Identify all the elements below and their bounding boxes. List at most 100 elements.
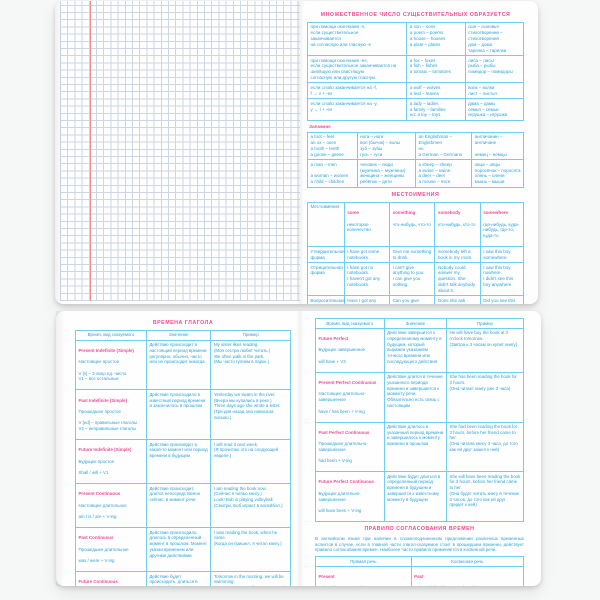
example-cell: I have got some notebooks. — [343, 246, 391, 264]
meaning-cell: Действие произойдет в какой-то момент ил… — [145, 439, 212, 485]
example-cell: I am reading the book now. (Сейчас я чит… — [210, 483, 291, 529]
tense-formula: will have + V3 — [318, 358, 346, 364]
example-cell: Have I got any notebooks? — [343, 295, 391, 304]
tense-formula: Shall / will + V1 — [78, 470, 109, 476]
rule-cell: при помощи окончания -es, если существит… — [306, 55, 408, 84]
header-cell: somebody кто-нибудь, кто-то — [434, 201, 481, 248]
meaning-cell: Действие происходит, длится непосредстве… — [145, 483, 212, 529]
tense-name: Past Indefinite (Simple) — [78, 397, 128, 403]
table-row: Future Continuous Будущее длительное wil… — [75, 571, 291, 586]
meaning-cell: Действие завершится к определенному моме… — [383, 327, 448, 373]
russian-cell: овца – овцы поросёнок – поросята олень –… — [471, 159, 524, 188]
header-cell: Значение — [145, 329, 212, 341]
tense-cell: Present Perfect Continuous Настоящее дли… — [315, 371, 385, 423]
tense-formula: V [s] – 3 лицо ед. число V1 – все осталь… — [78, 370, 127, 382]
remember-label: Запомни: — [309, 124, 332, 130]
tense-name-ru: Прошедшее простое — [78, 409, 121, 414]
example-cell: I will read it next week. (Я прочитаю эт… — [210, 439, 291, 485]
table-row: если слово заканчивается на -f, f → v + … — [306, 82, 525, 100]
tense-name: Future Indefinite (Simple) — [78, 447, 132, 453]
table-row: Present Bob said, "I want to visit you".… — [315, 565, 525, 586]
pronoun-word: somewhere — [483, 209, 509, 215]
tense-formula: was / were + V-ing — [78, 558, 115, 564]
tense-name-ru: Будущее длительно-завершенное — [318, 490, 361, 502]
table-row: a man – men a woman – women a child – ch… — [307, 159, 524, 188]
table-row: Present Perfect Continuous Настоящее дли… — [315, 371, 524, 423]
squared-grid — [60, 1, 300, 301]
examples-cell: a lady – ladies a family – families но: … — [406, 98, 466, 121]
tense-formula: am / is / are + V-ing — [78, 514, 117, 520]
tense-cell: Future Indefinite (Simple) Будущее прост… — [75, 439, 147, 485]
tense-formula: will have been + V-ing — [318, 508, 362, 514]
meaning-cell: Действие происходило в известный период … — [145, 389, 212, 441]
header-cell: Местоимения — [307, 201, 345, 248]
tense-cell: Future Continuous Будущее длительное wil… — [75, 571, 147, 586]
page-edge-shadow — [56, 311, 65, 586]
tense-name: Present Perfect Continuous — [318, 379, 377, 385]
rule-cell: при помощи окончания -s, если существите… — [306, 21, 408, 57]
form-label-cell: Утвердительная форма — [307, 246, 345, 264]
table-row: при помощи окончания -s, если существите… — [306, 21, 525, 57]
tense-formula: have / has been + V-ing — [318, 408, 365, 414]
table-header-row: Время, вид сказуемого Значение Пример — [75, 329, 291, 341]
translation-cell: сын – сыновья стихотворение – стихотворе… — [464, 21, 525, 57]
examples-cell: a son – sons a poem – poems a house – ho… — [406, 21, 466, 57]
page-edge-shadow — [55, 1, 64, 304]
spine-shadow — [296, 1, 304, 304]
squared-paper-page — [55, 1, 300, 304]
examples-cell: a wolf – wolves a leaf – leaves — [406, 82, 466, 100]
pronoun-word: something — [392, 209, 416, 215]
example-cell: Did you see this boy anywhere? — [479, 295, 525, 304]
example-cell: Does she ask anybody to help her? — [434, 295, 481, 304]
example-cell: I saw this boy nowhere. I didn't see thi… — [479, 262, 525, 297]
rule-cell: если слово заканчивается на -y, y → i + … — [306, 98, 408, 121]
english-cell: a foot – feet an ox – oxen a tooth – tee… — [307, 131, 358, 161]
verb-tenses-page-right: Время, вид сказуемого Значение Пример Fu… — [300, 311, 541, 586]
table-row: Past Continuous Прошедшее длительное was… — [75, 527, 291, 573]
tense-name: Present Indefinite (Simple) — [78, 347, 134, 353]
pronoun-desc: где-нибудь, куда-нибудь, где-то, куда-то — [483, 221, 520, 239]
tense-name-ru: Настоящее длительно-завершенное — [318, 391, 366, 403]
pronoun-desc: кто-нибудь, кто-то — [437, 221, 476, 227]
example-cell: I was reading the book, when he came. (К… — [210, 527, 291, 573]
table-row: если слово заканчивается на -y, y → i + … — [306, 98, 525, 121]
table-row: Future Perfect Continuous Будущее длител… — [315, 471, 524, 522]
example-cell: Somebody left a book in my room. — [434, 246, 481, 264]
example-cell: She had been reading the book for 3 hour… — [446, 421, 524, 473]
tense-formula: V [ed] – правильные глаголы V2 – неправи… — [78, 420, 138, 432]
verb-tenses-title: ВРЕМЕНА ГЛАГОЛА — [152, 320, 214, 326]
tense-name: Past Perfect Continuous — [318, 429, 370, 435]
meaning-cell: Действие длилось в указанный период врем… — [383, 421, 448, 473]
form-label-cell: Отрицательная форма — [307, 262, 345, 297]
tense-name-ru: Будущее завершенное — [318, 347, 366, 353]
header-cell: somewhere где-нибудь, куда-нибудь, где-т… — [479, 201, 525, 248]
example-cell: Give me something to drink. — [389, 246, 436, 264]
plural-nouns-title: МНОЖЕСТВЕННОЕ ЧИСЛО СУЩЕСТВИТЕЛЬНЫХ ОБРА… — [320, 12, 511, 18]
tense-formula: had been + V-ing — [318, 458, 352, 464]
russian-cell: англичанин – англичане немец – немцы — [471, 131, 524, 161]
meaning-cell: Действие будет происходить, длиться в ка… — [145, 571, 212, 586]
sequence-rule-title: ПРАВИЛО СОГЛАСОВАНИЯ ВРЕМЕН — [364, 526, 475, 532]
meaning-cell: Действие будет длиться в определенный пе… — [383, 471, 448, 522]
plural-rules-table: при помощи окончания -s, если существите… — [306, 21, 525, 121]
table-row: Present Continuous Настоящее длительное … — [75, 483, 291, 529]
english-cell: an Englishman – Englishmen но a German –… — [414, 131, 473, 161]
tense-cell: Past Continuous Прошедшее длительное was… — [75, 527, 147, 573]
example-cell: Tomorrow in the morning, we will be swim… — [210, 571, 291, 586]
header-cell: Время, вид сказуемого — [75, 329, 147, 341]
example-cell: He will have buy the book at 3 o'clock t… — [446, 327, 524, 373]
example-cell: My sister likes reading. (Моя сестра люб… — [210, 339, 291, 391]
irregular-plurals-table: a foot – feet an ox – oxen a tooth – tee… — [307, 131, 524, 188]
plural-nouns-page: МНОЖЕСТВЕННОЕ ЧИСЛО СУЩЕСТВИТЕЛЬНЫХ ОБРА… — [300, 1, 538, 304]
translation-cell: волк – волки лист – листья — [464, 82, 525, 100]
translation-cell: лиса – лисы рыба – рыбы помидор – помидо… — [464, 55, 525, 84]
speech-text: Bob said (that) he wanted to visit me. (… — [414, 585, 520, 586]
tense-cell: Present Continuous Настоящее длительное … — [75, 483, 147, 529]
tense-name-ru: Настоящее простое — [78, 359, 120, 365]
verb-tenses-table-left: Время, вид сказуемого Значение Пример Pr… — [75, 329, 291, 586]
meaning-cell: Действие происходило, длилось в определе… — [145, 527, 212, 573]
example-cell: I can't give anything to you. I can give… — [389, 262, 436, 297]
english-cell: a sheep – sheep a swine – swine a deer –… — [414, 159, 473, 188]
meaning-cell: Действие происходит в настоящий период в… — [145, 339, 212, 391]
